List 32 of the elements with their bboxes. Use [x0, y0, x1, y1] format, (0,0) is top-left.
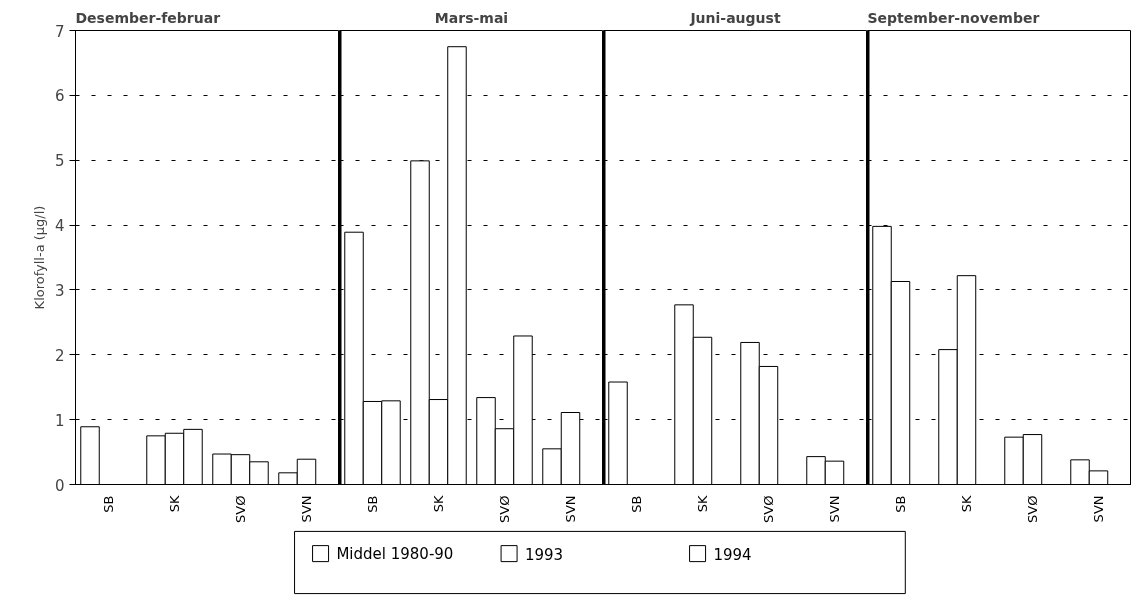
legend-label: 1993	[524, 545, 564, 564]
y-tick-label: 2	[54, 346, 65, 365]
x-tick-label: SVN	[827, 495, 842, 523]
y-tick-label: 1	[54, 411, 65, 430]
x-tick-label: SK	[959, 495, 974, 513]
x-tick-label: SVN	[563, 495, 578, 523]
x-tick-label: SB	[629, 495, 644, 513]
y-tick-label: 5	[54, 152, 65, 171]
x-tick-label: SVØ	[761, 495, 776, 523]
x-tick-label: SB	[101, 495, 116, 513]
legend-label: 1994	[713, 545, 752, 564]
y-tick-label: 7	[54, 22, 65, 41]
x-tick-label: SB	[893, 495, 908, 513]
y-tick-label: 0	[54, 476, 65, 495]
y-axis-title: Klorofyll-a (µg/l)	[31, 205, 47, 310]
x-tick-label: SVN	[299, 495, 314, 523]
x-tick-label: SK	[695, 495, 710, 513]
y-tick-label: 4	[54, 217, 65, 236]
chart-title: Juni-august	[689, 9, 781, 26]
y-tick-label: 6	[54, 87, 65, 106]
x-tick-label: SVN	[1091, 495, 1106, 523]
chart-title: Desember-februar	[75, 9, 221, 26]
x-tick-label: SK	[431, 495, 446, 513]
x-tick-label: SK	[167, 495, 182, 513]
x-tick-label: SVØ	[1025, 495, 1040, 523]
legend-label: Middel 1980-90	[336, 544, 454, 563]
chart-title: September-november	[867, 9, 1040, 26]
chart-title: Mars-mai	[434, 9, 509, 26]
y-tick-label: 3	[54, 281, 65, 300]
x-tick-label: SVØ	[497, 495, 512, 523]
x-tick-label: SB	[365, 495, 380, 513]
x-tick-label: SVØ	[233, 495, 248, 523]
